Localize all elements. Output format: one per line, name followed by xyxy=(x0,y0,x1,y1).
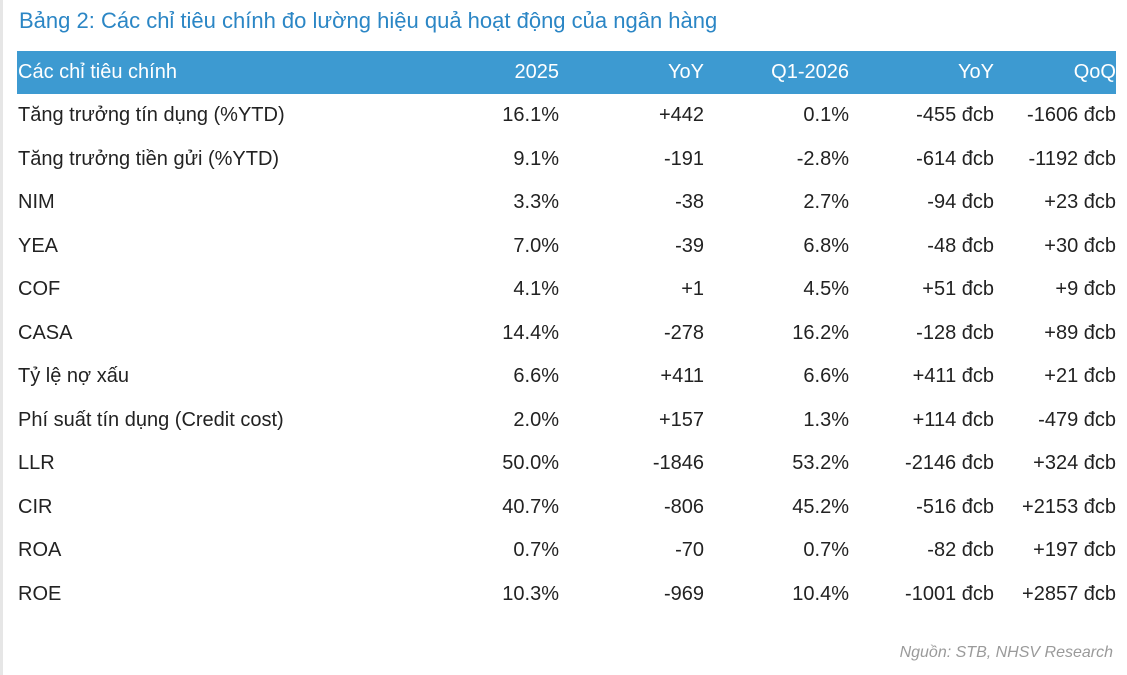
cell-qoq: +197 đcb xyxy=(1033,539,1116,562)
cell-metric-name: ROE xyxy=(18,582,62,605)
cell-value-q1-2026: 1.3% xyxy=(803,408,849,431)
cell-yoy-2025: -38 xyxy=(675,191,704,214)
cell-value-2025: 10.3% xyxy=(502,582,559,605)
cell-yoy-2025: -278 xyxy=(663,321,704,344)
cell-yoy-2025: -70 xyxy=(675,539,704,562)
header-cell-yoy-q1: YoY xyxy=(958,61,994,83)
cell-qoq: +2153 đcb xyxy=(1022,495,1116,518)
cell-metric-name: YEA xyxy=(18,234,59,257)
cell-yoy-q1-2026: -516 đcb xyxy=(916,495,994,518)
cell-value-2025: 4.1% xyxy=(513,278,559,301)
cell-qoq: +23 đcb xyxy=(1044,191,1116,214)
table-row: NIM 3.3% -38 2.7% -94 đcb +23 đcb xyxy=(17,181,1116,225)
table-row: Tăng trưởng tín dụng (%YTD) 16.1% +442 0.1%… xyxy=(17,94,1116,138)
cell-yoy-q1-2026: -614 đcb xyxy=(916,147,994,170)
header-cell-2025: 2025 xyxy=(514,61,560,83)
cell-yoy-2025: +411 xyxy=(660,365,704,388)
table-row: CASA 14.4% -278 16.2% -128 đcb +89 đcb xyxy=(17,312,1116,356)
cell-qoq: +89 đcb xyxy=(1044,321,1116,344)
table-row: ROA 0.7% -70 0.7% -82 đcb +197 đcb xyxy=(17,529,1116,573)
cell-value-2025: 2.0% xyxy=(513,408,559,431)
cell-value-2025: 9.1% xyxy=(513,147,559,170)
cell-metric-name: ROA xyxy=(18,539,62,562)
cell-yoy-q1-2026: -128 đcb xyxy=(916,321,994,344)
table-row: CIR 40.7% -806 45.2% -516 đcb +2153 đcb xyxy=(17,486,1116,530)
cell-qoq: -479 đcb xyxy=(1038,408,1116,431)
cell-metric-name: Tăng trưởng tiền gửi (%YTD) xyxy=(18,147,280,170)
cell-qoq: +9 đcb xyxy=(1055,278,1116,301)
cell-yoy-q1-2026: -455 đcb xyxy=(916,104,994,127)
source-note: Nguồn: STB, NHSV Research xyxy=(899,644,1113,661)
cell-value-q1-2026: -2.8% xyxy=(796,147,849,170)
cell-value-2025: 6.6% xyxy=(513,365,559,388)
table-row: Phí suất tín dụng (Credit cost) 2.0% +157 1… xyxy=(17,399,1116,443)
cell-qoq: +21 đcb xyxy=(1044,365,1116,388)
cell-yoy-2025: -969 xyxy=(663,582,704,605)
cell-value-q1-2026: 16.2% xyxy=(792,321,849,344)
cell-value-q1-2026: 53.2% xyxy=(792,452,849,475)
header-cell-q1-2026: Q1-2026 xyxy=(771,61,849,83)
cell-yoy-2025: -191 xyxy=(663,147,704,170)
cell-yoy-q1-2026: -2146 đcb xyxy=(905,452,994,475)
cell-yoy-q1-2026: -48 đcb xyxy=(927,234,994,257)
table-row: Tỷ lệ nợ xấu 6.6% +411 6.6% +411 đcb +21 đcb xyxy=(17,355,1116,399)
cell-yoy-2025: -806 xyxy=(663,495,704,518)
table-header-row: Các chỉ tiêu chính 2025 YoY Q1-2026 YoY … xyxy=(17,51,1116,94)
cell-metric-name: COF xyxy=(18,278,61,301)
header-cell-qoq: QoQ xyxy=(1073,61,1116,83)
cell-metric-name: Tăng trưởng tín dụng (%YTD) xyxy=(18,104,285,127)
cell-yoy-2025: -39 xyxy=(675,234,704,257)
cell-metric-name: NIM xyxy=(18,191,55,214)
cell-value-q1-2026: 0.1% xyxy=(803,104,849,127)
table-title: Bảng 2: Các chỉ tiêu chính đo lường hiệu… xyxy=(19,8,718,33)
cell-value-2025: 0.7% xyxy=(513,539,559,562)
cell-metric-name: CASA xyxy=(18,321,73,344)
table-body: Tăng trưởng tín dụng (%YTD) 16.1% +442 0.1%… xyxy=(17,94,1116,616)
cell-yoy-2025: +442 xyxy=(658,104,704,127)
cell-value-2025: 40.7% xyxy=(502,495,559,518)
table-row: Tăng trưởng tiền gửi (%YTD) 9.1% -191 -2.8%… xyxy=(17,138,1116,182)
table-row: COF 4.1% +1 4.5% +51 đcb +9 đcb xyxy=(17,268,1116,312)
cell-value-2025: 16.1% xyxy=(502,104,559,127)
metrics-table: Các chỉ tiêu chính 2025 YoY Q1-2026 YoY … xyxy=(17,51,1116,616)
header-cell-yoy-2025: YoY xyxy=(668,61,704,83)
table-row: LLR 50.0% -1846 53.2% -2146 đcb +324 đcb xyxy=(17,442,1116,486)
cell-value-q1-2026: 6.6% xyxy=(803,365,849,388)
cell-yoy-q1-2026: -94 đcb xyxy=(927,191,994,214)
cell-qoq: +324 đcb xyxy=(1033,452,1116,475)
cell-metric-name: Phí suất tín dụng (Credit cost) xyxy=(18,408,284,431)
cell-yoy-2025: +1 xyxy=(681,278,704,301)
header-cell-metric: Các chỉ tiêu chính xyxy=(18,61,177,83)
cell-metric-name: LLR xyxy=(18,452,55,475)
cell-yoy-q1-2026: -1001 đcb xyxy=(905,582,994,605)
cell-value-q1-2026: 4.5% xyxy=(803,278,849,301)
table-row: ROE 10.3% -969 10.4% -1001 đcb +2857 đcb xyxy=(17,573,1116,617)
cell-value-2025: 14.4% xyxy=(502,321,559,344)
cell-value-q1-2026: 0.7% xyxy=(803,539,849,562)
cell-yoy-q1-2026: -82 đcb xyxy=(927,539,994,562)
cell-qoq: -1192 đcb xyxy=(1028,147,1116,170)
cell-yoy-q1-2026: +411 đcb xyxy=(912,365,994,388)
cell-qoq: +30 đcb xyxy=(1044,234,1116,257)
cell-value-q1-2026: 6.8% xyxy=(803,234,849,257)
cell-yoy-2025: -1846 xyxy=(652,452,704,475)
cell-value-2025: 3.3% xyxy=(513,191,559,214)
cell-value-q1-2026: 10.4% xyxy=(792,582,849,605)
table-row: YEA 7.0% -39 6.8% -48 đcb +30 đcb xyxy=(17,225,1116,269)
cell-yoy-q1-2026: +114 đcb xyxy=(912,408,994,431)
cell-qoq: -1606 đcb xyxy=(1027,104,1116,127)
cell-metric-name: Tỷ lệ nợ xấu xyxy=(18,365,129,388)
cell-qoq: +2857 đcb xyxy=(1022,582,1116,605)
cell-value-2025: 50.0% xyxy=(502,452,559,475)
cell-yoy-2025: +157 xyxy=(658,408,704,431)
cell-value-q1-2026: 45.2% xyxy=(792,495,849,518)
cell-metric-name: CIR xyxy=(18,495,53,518)
left-border xyxy=(0,0,3,675)
cell-value-q1-2026: 2.7% xyxy=(803,191,849,214)
cell-yoy-q1-2026: +51 đcb xyxy=(922,278,994,301)
cell-value-2025: 7.0% xyxy=(513,234,559,257)
